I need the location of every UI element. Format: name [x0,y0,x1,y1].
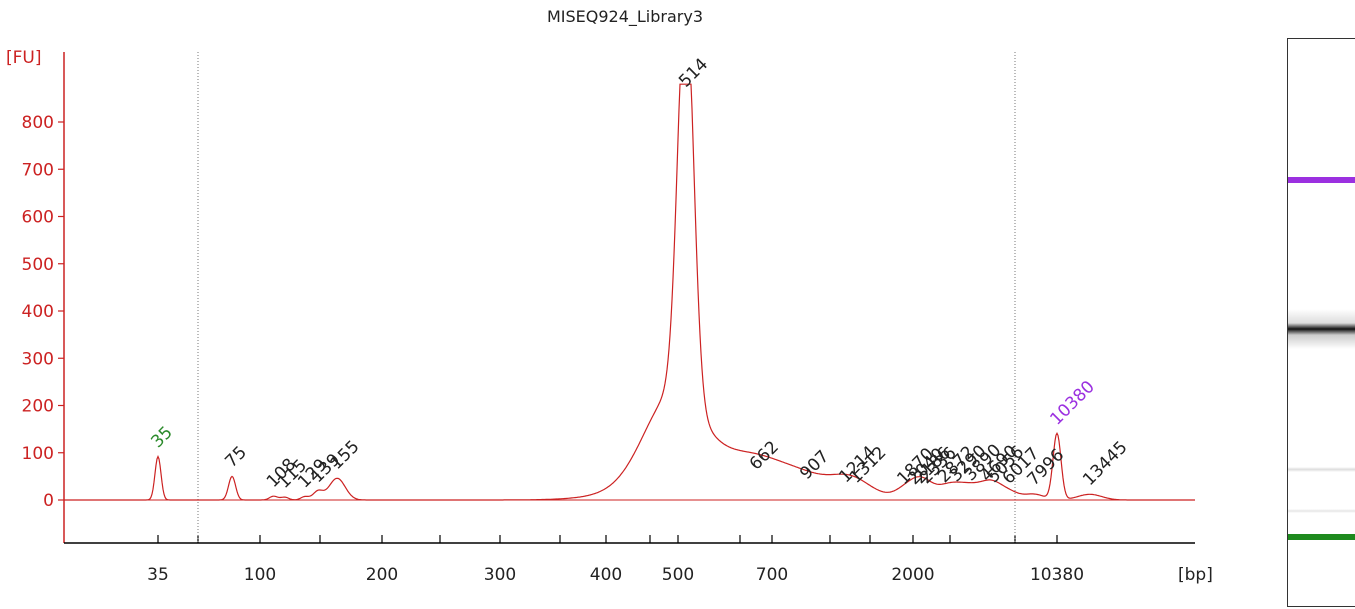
chart-title: MISEQ924_Library3 [546,7,704,26]
y-tick-label: 100 [22,444,54,464]
x-tick-label: 500 [662,565,694,585]
electropherogram-trace [64,83,1195,501]
y-tick-label: 800 [22,113,54,133]
y-tick-label: 0 [43,491,54,511]
peak-label: 13445 [1079,437,1131,489]
peak-label: 75 [221,442,250,471]
gel-band-lower-marker [1288,534,1355,540]
x-tick-label: 10380 [1030,565,1084,585]
x-tick-label: 400 [590,565,622,585]
gel-band-library [1288,309,1355,349]
y-tick-label: 600 [22,208,54,228]
peak-label: 10380 [1046,377,1098,429]
y-axis-label: [FU] [6,48,42,68]
y-tick-label: 200 [22,397,54,417]
gel-band-faint-2 [1288,509,1355,513]
gel-band-faint-1 [1288,467,1355,472]
peak-label: 662 [746,437,783,474]
peak-label: 35 [147,423,176,452]
gel-lane [1287,38,1355,607]
y-tick-label: 400 [22,302,54,322]
x-tick-label: 2000 [891,565,934,585]
y-tick-label: 500 [22,255,54,275]
x-tick-label: 200 [366,565,398,585]
x-tick-label: 700 [756,565,788,585]
electropherogram-chart: [FU] [bp] 0 100 200 300 400 500 600 700 800 35 100 20… [6,48,1213,585]
gel-band-upper-marker [1288,177,1355,183]
y-tick-label: 300 [22,349,54,369]
x-tick-label: 100 [244,565,276,585]
peak-label: 907 [796,447,833,484]
peak-label: 514 [675,54,712,91]
y-tick-label: 700 [22,160,54,180]
x-axis-label: [bp] [1178,565,1213,585]
x-tick-label: 300 [484,565,516,585]
x-tick-label: 35 [147,565,169,585]
